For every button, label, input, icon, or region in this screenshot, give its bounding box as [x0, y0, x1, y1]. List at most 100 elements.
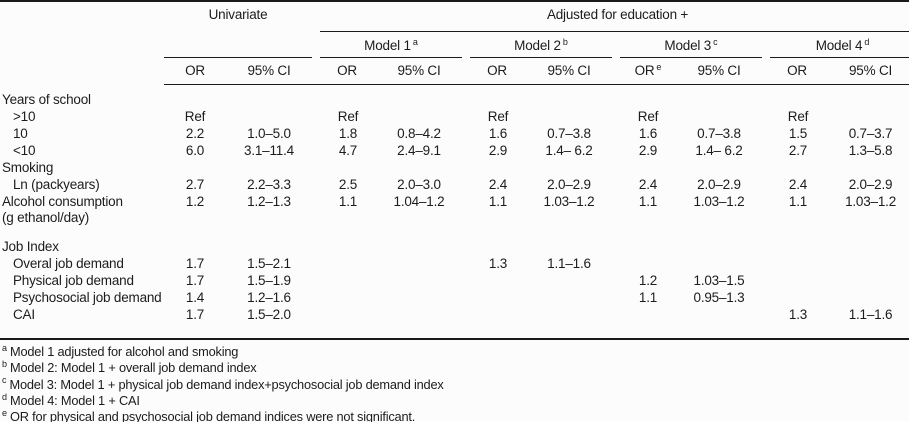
column-spacer [762, 239, 770, 256]
column-spacer [762, 85, 770, 110]
or-label: OR [337, 63, 357, 78]
table-row: <10 6.0 3.1–11.4 4.7 2.4–9.1 2.9 1.4– 6.2 2.9 1.… [0, 143, 909, 160]
or-value [470, 307, 526, 340]
or-value [770, 85, 826, 110]
ci-value: 1.2–1.6 [247, 290, 291, 305]
or-value: 2.9 [638, 143, 658, 158]
ci-value [526, 239, 612, 256]
group-spacer [612, 32, 620, 58]
table-row [0, 226, 909, 239]
column-spacer [612, 109, 620, 126]
column-spacer [312, 177, 320, 194]
row-label: Alcohol consumption (g ethanol/day) [0, 194, 164, 226]
ci-value [826, 85, 909, 110]
column-spacer [762, 126, 770, 143]
ci-value [676, 256, 762, 273]
group-spacer [762, 57, 770, 85]
or-value: 1.2 [638, 273, 658, 288]
model-2-label: Model 2 [514, 38, 561, 53]
ci-value [376, 290, 462, 307]
or-value [470, 273, 526, 290]
or-value: 1.1 [338, 194, 358, 209]
model-4-footnote-mark: d [864, 36, 870, 47]
column-spacer [762, 109, 770, 126]
column-spacer [762, 256, 770, 273]
column-header-univariate: Univariate [164, 1, 312, 58]
or-value [320, 273, 376, 290]
ci-value [376, 226, 462, 239]
column-spacer [612, 85, 620, 110]
ci-value [226, 109, 312, 126]
or-value: Ref [637, 109, 659, 124]
model-3-footnote-mark: c [713, 36, 718, 47]
column-spacer [612, 256, 620, 273]
model-1-footnote-mark: a [412, 36, 418, 47]
ci-value: 2.4–9.1 [397, 143, 441, 158]
ci-value [826, 290, 909, 307]
model-1-ci-header: 95% CI [376, 57, 462, 85]
or-value [620, 226, 676, 239]
footnote-c-text: Model 3: Model 1 + physical job demand i… [9, 376, 444, 392]
or-value [470, 226, 526, 239]
ci-value: 2.2–3.3 [247, 177, 291, 192]
column-spacer [762, 273, 770, 290]
model-3-or-header: OR e [620, 57, 676, 85]
column-spacer [612, 126, 620, 143]
or-value [770, 160, 826, 177]
ci-value [376, 239, 462, 256]
or-value [320, 239, 376, 256]
footnote-a-text: Model 1 adjusted for alcohol and smoking [10, 344, 239, 359]
column-spacer [612, 307, 620, 340]
ci-value [376, 256, 462, 273]
column-spacer [762, 160, 770, 177]
or-value: 1.1 [488, 194, 508, 209]
or-value: 6.0 [185, 143, 205, 158]
ci-value [376, 160, 462, 177]
table-body: Years of school >10 Ref Ref Ref Ref Ref 10 2.2 1.… [0, 85, 909, 340]
row-label: <10 [13, 143, 36, 158]
or-value: 1.1 [638, 194, 658, 209]
column-spacer [462, 307, 470, 340]
column-spacer [762, 143, 770, 160]
or-value: Ref [487, 109, 509, 124]
or-label: OR [787, 63, 807, 78]
ci-value [376, 109, 462, 126]
or-value: 1.7 [164, 307, 226, 340]
ci-value [826, 160, 909, 177]
ci-value: 1.4– 6.2 [695, 143, 743, 158]
footnote-b-text: Model 2: Model 1 + overall job demand in… [10, 360, 257, 376]
column-spacer [762, 226, 770, 239]
ci-value: 1.1–1.6 [826, 307, 909, 340]
column-spacer [462, 143, 470, 160]
column-spacer [612, 239, 620, 256]
or-value [164, 239, 226, 256]
or-value: 2.4 [488, 177, 508, 192]
footnotes: a Model 1 adjusted for alcohol and smokin… [0, 340, 909, 422]
column-spacer [762, 307, 770, 340]
column-spacer [612, 290, 620, 307]
or-value: 1.1 [638, 290, 658, 305]
model-2-footnote-mark: b [562, 36, 568, 47]
row-label: 10 [13, 126, 28, 141]
or-value: Ref [337, 109, 359, 124]
ci-value [676, 109, 762, 126]
ci-value [526, 85, 612, 110]
footnote-a: a Model 1 adjusted for alcohol and smokin… [2, 343, 907, 360]
table-row: Years of school [0, 85, 909, 110]
row-label: >10 [13, 109, 36, 124]
or-value [770, 290, 826, 307]
ci-value: 1.03–1.2 [693, 194, 745, 209]
ci-value [526, 226, 612, 239]
ci-value: 1.1–1.6 [547, 256, 591, 271]
or-value [470, 160, 526, 177]
column-spacer [612, 177, 620, 194]
footnote-e-text: OR for physical and psychosocial job dem… [10, 409, 416, 422]
ci-value: 1.2–1.3 [247, 194, 291, 209]
ci-value [826, 226, 909, 239]
column-spacer [762, 194, 770, 226]
column-spacer [462, 109, 470, 126]
ci-value: 3.1–11.4 [244, 143, 294, 158]
ci-value [676, 160, 762, 177]
